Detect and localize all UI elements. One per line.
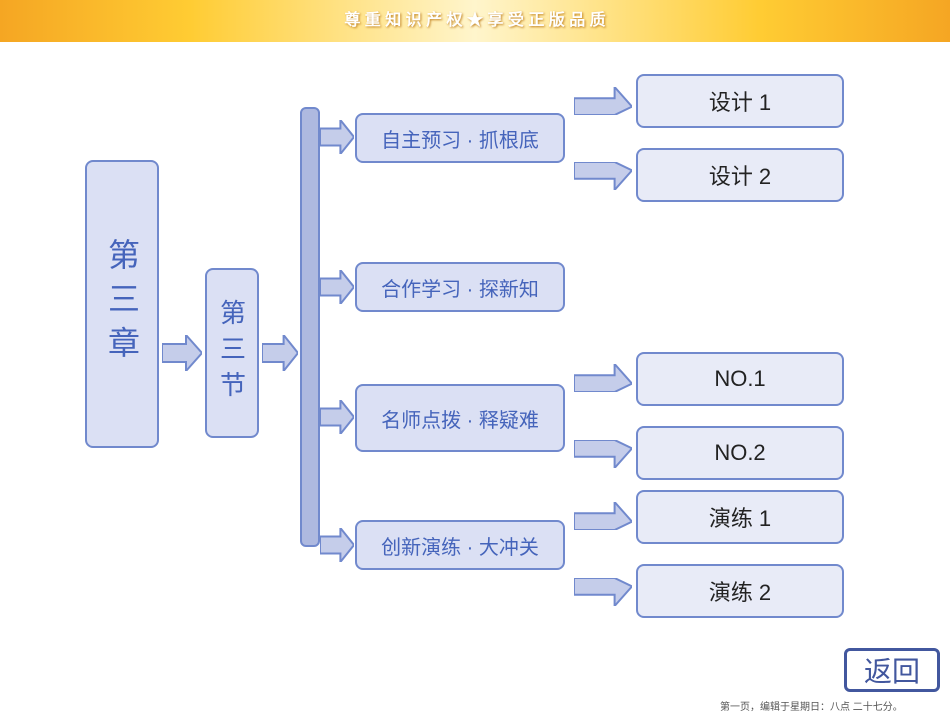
half-arrow-up-0 <box>574 87 632 115</box>
branch-node-b3: 名师点拨 · 释疑难 <box>355 384 565 452</box>
chapter-node: 第三章 <box>85 160 159 448</box>
arrow-main-1 <box>262 335 298 371</box>
leaf-node-l2: 设计 2 <box>636 148 844 202</box>
return-button[interactable]: 返回 <box>844 648 940 692</box>
branch-node-b4: 创新演练 · 大冲关 <box>355 520 565 570</box>
branch-node-b2: 合作学习 · 探新知 <box>355 262 565 312</box>
half-arrow-down-2 <box>574 578 632 606</box>
arrow-branch-1 <box>320 270 354 304</box>
top-banner: 尊 重 知 识 产 权 ★ 享 受 正 版 品 质 <box>0 0 950 42</box>
leaf-node-l4: NO.2 <box>636 426 844 480</box>
half-arrow-down-0 <box>574 162 632 190</box>
arrow-branch-2 <box>320 400 354 434</box>
vertical-bar <box>300 107 320 547</box>
half-arrow-up-1 <box>574 364 632 392</box>
page-footer: 第一页，编辑于星期日：八点 二十七分。 <box>720 698 903 713</box>
branch-node-b1: 自主预习 · 抓根底 <box>355 113 565 163</box>
leaf-node-l6: 演练 2 <box>636 564 844 618</box>
half-arrow-down-1 <box>574 440 632 468</box>
leaf-node-l5: 演练 1 <box>636 490 844 544</box>
half-arrow-up-2 <box>574 502 632 530</box>
arrow-branch-3 <box>320 528 354 562</box>
section-node: 第三节 <box>205 268 259 438</box>
leaf-node-l1: 设计 1 <box>636 74 844 128</box>
leaf-node-l3: NO.1 <box>636 352 844 406</box>
arrow-branch-0 <box>320 120 354 154</box>
arrow-main-0 <box>162 335 202 371</box>
